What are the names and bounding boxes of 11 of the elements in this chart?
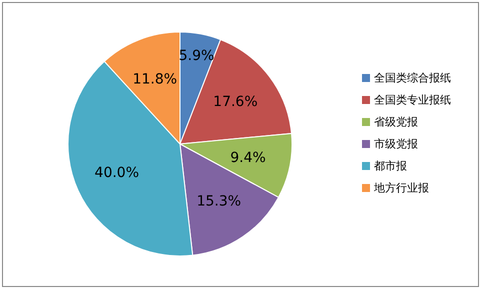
legend-label: 市级党报 — [374, 138, 418, 150]
data-label: 17.6% — [213, 94, 258, 110]
legend-label: 省级党报 — [374, 116, 418, 128]
data-label: 9.4% — [230, 150, 266, 166]
data-label: 15.3% — [196, 194, 242, 210]
legend-label: 全国类综合报纸 — [374, 72, 451, 84]
data-label: 11.8% — [132, 71, 178, 88]
legend-label: 都市报 — [374, 160, 407, 172]
legend-label: 地方行业报 — [373, 182, 429, 194]
legend-label: 全国类专业报纸 — [374, 94, 451, 106]
data-label: 40.0% — [94, 164, 140, 181]
